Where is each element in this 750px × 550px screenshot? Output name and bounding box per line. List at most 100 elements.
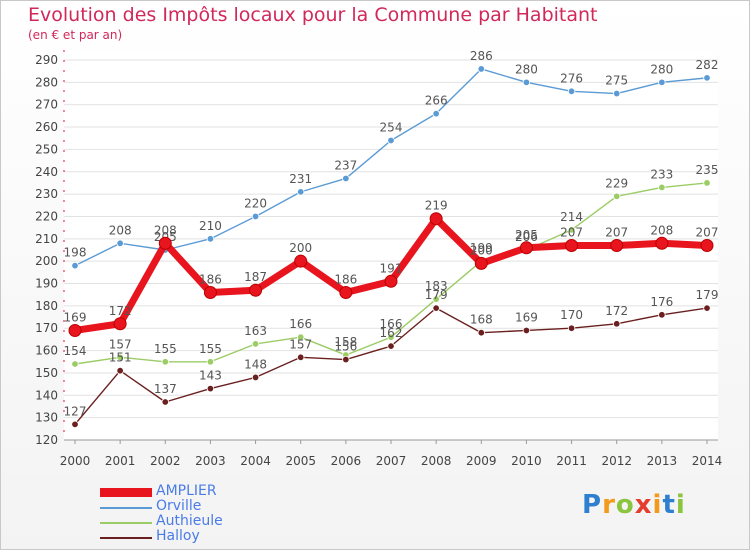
data-label: 210: [199, 219, 222, 233]
data-label: 179: [696, 288, 719, 302]
data-point: [703, 179, 711, 187]
y-tick-label: 230: [35, 187, 58, 201]
data-point: [206, 235, 215, 243]
data-point: [387, 342, 395, 350]
data-point: [655, 236, 669, 250]
data-label: 158: [334, 335, 357, 349]
data-label: 254: [380, 120, 403, 134]
data-point: [342, 174, 350, 183]
data-point: [703, 74, 711, 82]
data-point: [522, 78, 531, 87]
data-point: [429, 212, 443, 226]
data-label: 179: [425, 288, 448, 302]
data-label: 157: [289, 337, 312, 351]
data-point: [432, 109, 440, 118]
y-tick-label: 250: [35, 142, 58, 156]
data-point: [613, 192, 621, 201]
y-tick-label: 190: [35, 277, 58, 291]
x-tick-label: 2000: [60, 454, 91, 468]
data-point: [567, 226, 576, 234]
data-point: [565, 239, 579, 253]
chart-subtitle: (en € et par an): [28, 28, 123, 42]
data-label: 155: [154, 342, 177, 356]
data-label: 276: [560, 71, 583, 85]
data-label: 208: [109, 223, 132, 237]
data-label: 208: [154, 223, 177, 237]
logo-letter: o: [615, 490, 635, 520]
data-label: 172: [605, 304, 628, 318]
data-label: 172: [109, 304, 132, 318]
data-label: 207: [560, 226, 583, 240]
x-tick-label: 2011: [556, 454, 587, 468]
data-label: 176: [650, 295, 673, 309]
data-label: 207: [605, 226, 628, 240]
data-point: [432, 304, 440, 312]
data-label: 127: [64, 404, 87, 418]
data-label: 200: [289, 241, 312, 255]
data-label: 186: [199, 272, 222, 286]
data-label: 154: [64, 344, 87, 358]
legend-label: Halloy: [156, 528, 200, 544]
data-point: [658, 183, 666, 192]
x-tick-label: 2006: [331, 454, 362, 468]
data-label: 199: [470, 241, 493, 255]
data-label: 148: [244, 357, 267, 371]
data-label: 233: [650, 167, 673, 181]
data-point: [477, 65, 485, 73]
data-point: [116, 353, 124, 361]
data-point: [297, 188, 305, 196]
data-label: 205: [515, 228, 538, 242]
data-point: [116, 239, 124, 247]
x-tick-label: 2012: [601, 454, 632, 468]
x-tick-label: 2009: [466, 454, 497, 468]
logo-letter: x: [634, 490, 653, 520]
y-tick-label: 130: [35, 411, 58, 425]
data-point: [432, 295, 440, 303]
data-label: 157: [109, 337, 132, 351]
data-point: [519, 241, 533, 255]
x-tick-label: 2004: [240, 454, 271, 468]
data-label: 186: [334, 272, 357, 286]
data-point: [297, 353, 305, 361]
data-label: 156: [334, 340, 357, 354]
data-label: 231: [289, 172, 312, 186]
data-point: [613, 89, 621, 98]
data-label: 163: [244, 324, 267, 338]
data-point: [339, 285, 353, 299]
data-label: 187: [244, 270, 267, 284]
data-label: 280: [650, 62, 673, 76]
data-point: [658, 78, 666, 87]
y-tick-label: 140: [35, 388, 58, 402]
legend-label: Orville: [156, 498, 202, 514]
data-label: 219: [425, 199, 448, 213]
data-label: 200: [470, 243, 493, 257]
data-point: [613, 320, 621, 328]
legend-swatch: [100, 537, 152, 539]
data-point: [610, 239, 624, 253]
data-label: 280: [515, 62, 538, 76]
data-label: 214: [560, 210, 583, 224]
logo-letter: P: [582, 490, 603, 520]
y-tick-label: 180: [35, 299, 58, 313]
logo-letter: i: [652, 490, 663, 520]
y-tick-label: 160: [35, 344, 58, 358]
data-label: 191: [380, 261, 403, 275]
y-tick-label: 240: [35, 165, 58, 179]
data-point: [206, 384, 215, 393]
y-tick-label: 290: [35, 53, 58, 67]
proxiti-logo: Proxiti: [582, 490, 686, 520]
data-point: [384, 274, 398, 288]
y-tick-label: 280: [35, 75, 58, 89]
data-point: [161, 398, 169, 406]
y-tick-label: 150: [35, 366, 58, 380]
x-tick-label: 2014: [692, 454, 723, 468]
data-label: 162: [380, 326, 403, 340]
data-label: 208: [650, 223, 673, 237]
y-tick-label: 260: [35, 120, 58, 134]
data-point: [113, 317, 127, 331]
data-label: 198: [64, 246, 87, 260]
y-tick-label: 170: [35, 321, 58, 335]
data-point: [71, 420, 79, 429]
data-label: 170: [560, 308, 583, 322]
